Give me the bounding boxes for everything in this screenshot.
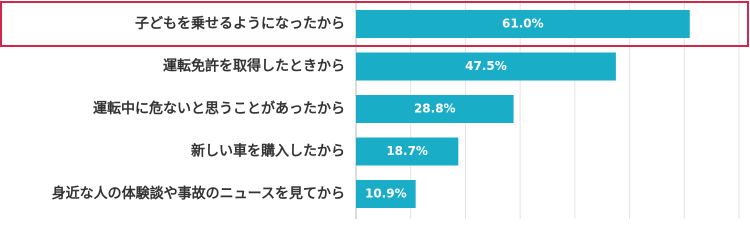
category-label: 新しい車を購入したから xyxy=(191,143,345,160)
bar xyxy=(356,95,514,123)
value-label: 47.5% xyxy=(465,59,507,73)
highlight-box xyxy=(0,1,749,47)
bar xyxy=(356,52,616,81)
category-label: 運転中に危ないと思うことがあったから xyxy=(93,100,345,117)
value-label: 18.7% xyxy=(386,144,428,158)
category-label: 運転免許を取得したときから xyxy=(163,58,345,75)
value-label: 10.9% xyxy=(365,187,407,201)
category-label: 身近な人の体験談や事故のニュースを見てから xyxy=(52,185,345,202)
chart: 子どもを乗せるようになったから 61.0% 運転免許を取得したときから 47.5% 運転… xyxy=(0,0,749,219)
bar xyxy=(356,180,416,208)
category-label: 子どもを乗せるようになったから xyxy=(135,15,345,32)
value-label: 28.8% xyxy=(414,102,456,116)
bar xyxy=(356,10,690,38)
bar xyxy=(356,137,459,166)
value-label: 61.0% xyxy=(502,17,544,31)
